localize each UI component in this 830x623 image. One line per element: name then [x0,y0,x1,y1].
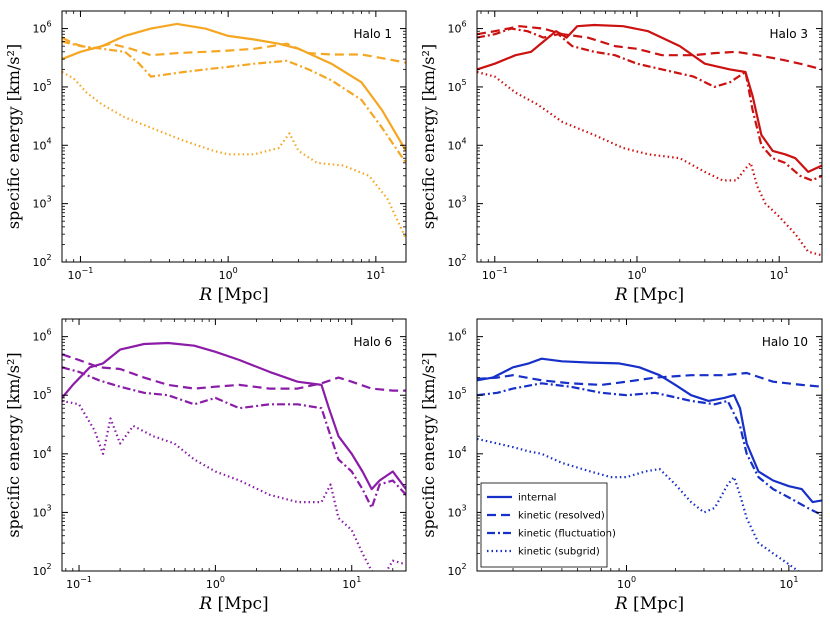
series-solid-line [477,357,822,504]
x-tick-label: 100 [206,575,225,591]
y-tick-label: 106 [447,20,466,36]
legend: internal kinetic (resolved) kinetic (fluct… [480,482,616,568]
series-dashdot-line [477,382,822,517]
halo-label: Halo 3 [769,27,808,41]
series-dashdot-line [62,366,406,509]
legend-label: kinetic (subgrid) [518,547,600,558]
x-axis-label: R [Mpc] [198,285,268,305]
x-tick-label: 10−1 [66,575,92,591]
panel-4: 100 101 102 103 104 105 106 Halo 10 R [Mpc] speci… [419,318,823,614]
y-tick-label: 102 [447,562,466,578]
x-tick-label: 100 [627,266,646,282]
series-dashdot-line [62,40,406,164]
x-axis-label: R [Mpc] [198,594,268,614]
series-dotted-line [477,70,822,257]
y-tick-label: 106 [447,328,466,344]
series-dashed-line [477,371,822,388]
y-tick-label: 105 [447,78,466,94]
halo-label: Halo 10 [762,335,808,349]
x-tick-label: 101 [779,575,798,591]
y-tick-label: 105 [447,386,466,402]
y-axis-label: specific energy [km/s²] [4,352,23,537]
x-tick-label: 10−1 [482,266,508,282]
series-dotted-line [62,71,406,240]
y-tick-label: 105 [32,386,51,402]
series-dashed-line [62,36,406,64]
x-tick-label: 10−1 [68,266,94,282]
panel-2: 10−1 100 101 102 103 104 105 106 Halo 3 R [Mpc] sp… [419,10,823,305]
y-tick-label: 104 [447,445,466,461]
y-tick-label: 105 [32,78,51,94]
legend-label: kinetic (resolved) [518,511,605,522]
x-tick-label: 100 [617,575,636,591]
series-solid-line [62,22,406,152]
halo-label: Halo 6 [353,335,392,349]
series-dotted-line [62,399,406,571]
y-tick-label: 104 [32,445,51,461]
x-tick-label: 101 [342,575,361,591]
y-tick-label: 103 [32,195,51,211]
y-tick-label: 103 [447,503,466,519]
y-axis-label: specific energy [km/s²] [419,352,438,537]
x-tick-label: 101 [366,266,385,282]
series-dashdot-line [477,27,822,182]
y-axis-label: specific energy [km/s²] [4,44,23,229]
plot-frame [476,318,823,572]
panel-1: 10−1 100 101 102 103 104 105 106 Halo 1 R [Mpc] sp… [4,10,407,305]
halo-label: Halo 1 [353,27,392,41]
y-tick-label: 103 [32,503,51,519]
legend-label: kinetic (fluctuation) [518,529,616,540]
series-solid-line [477,23,822,173]
x-tick-label: 101 [770,266,789,282]
y-tick-label: 102 [32,253,51,269]
plot-frame [476,10,823,263]
y-tick-label: 106 [32,20,51,36]
x-tick-label: 100 [219,266,238,282]
y-tick-label: 103 [447,195,466,211]
legend-label: internal [518,493,556,504]
y-tick-label: 104 [447,136,466,152]
x-axis-label: R [Mpc] [614,594,684,614]
y-tick-label: 104 [32,136,51,152]
x-axis-label: R [Mpc] [614,285,684,305]
series-dashed-line [477,25,822,71]
series-dashed-line [62,353,406,392]
plot-frame [61,10,407,263]
plot-frame [61,318,407,572]
y-tick-label: 102 [32,562,51,578]
y-tick-label: 106 [32,328,51,344]
y-tick-label: 102 [447,253,466,269]
y-axis-label: specific energy [km/s²] [419,44,438,229]
series-dotted-line [477,437,800,571]
series-solid-line [62,341,406,491]
panel-3: 10−1 100 101 102 103 104 105 106 Halo 6 R [Mpc] sp… [4,318,407,614]
